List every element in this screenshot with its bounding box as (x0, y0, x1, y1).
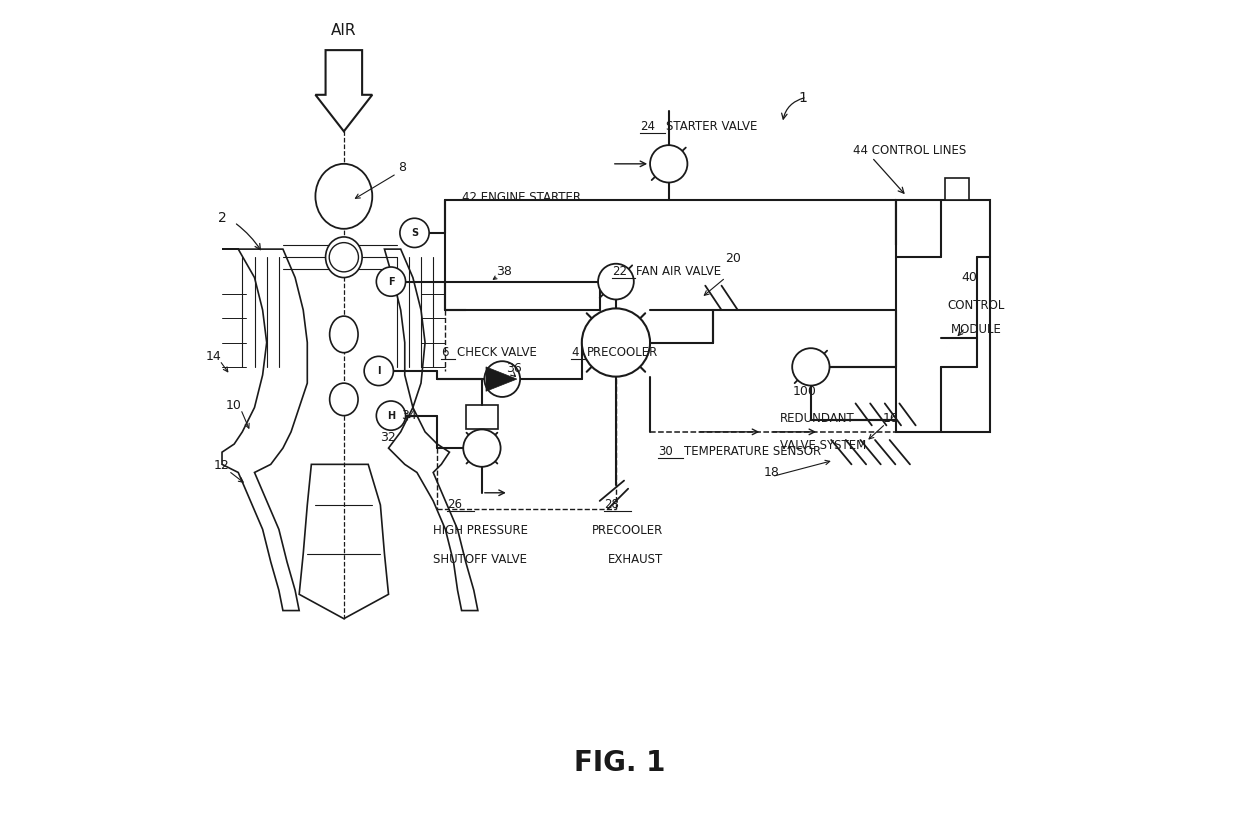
Ellipse shape (326, 237, 362, 278)
Text: 24: 24 (640, 120, 655, 133)
Circle shape (598, 264, 634, 299)
Text: CHECK VALVE: CHECK VALVE (456, 346, 537, 359)
Text: AIR: AIR (331, 23, 357, 38)
Text: 34: 34 (401, 409, 417, 422)
Circle shape (365, 356, 393, 385)
Text: FIG. 1: FIG. 1 (574, 749, 666, 777)
Text: 2: 2 (218, 211, 227, 225)
Text: H: H (387, 411, 396, 421)
Text: CONTROL: CONTROL (947, 298, 1004, 311)
Text: 30: 30 (658, 445, 673, 458)
Text: FAN AIR VALVE: FAN AIR VALVE (636, 265, 722, 278)
Bar (466, 405, 498, 430)
Circle shape (464, 430, 501, 467)
Circle shape (399, 218, 429, 248)
Circle shape (582, 308, 650, 377)
Circle shape (485, 361, 520, 397)
Text: 20: 20 (725, 253, 742, 266)
Text: 38: 38 (496, 265, 512, 278)
Text: 100: 100 (794, 385, 817, 398)
Text: 22: 22 (611, 265, 627, 278)
Text: S: S (410, 228, 418, 238)
Text: 36: 36 (506, 362, 522, 375)
Text: 12: 12 (213, 460, 229, 473)
Text: 16: 16 (883, 412, 898, 425)
Circle shape (792, 348, 830, 385)
Text: 44 CONTROL LINES: 44 CONTROL LINES (853, 144, 966, 157)
Text: 40: 40 (961, 271, 977, 284)
Text: 28: 28 (604, 499, 619, 512)
Text: 10: 10 (226, 399, 242, 412)
Text: 14: 14 (206, 350, 222, 363)
Text: 6: 6 (441, 346, 449, 359)
Text: F: F (388, 276, 394, 287)
Ellipse shape (315, 164, 372, 229)
Text: 26: 26 (446, 499, 463, 512)
Text: PRECOOLER: PRECOOLER (591, 525, 663, 537)
Text: PRECOOLER: PRECOOLER (587, 346, 658, 359)
Text: 8: 8 (398, 161, 407, 174)
Text: HIGH PRESSURE: HIGH PRESSURE (433, 525, 528, 537)
Ellipse shape (330, 383, 358, 416)
Circle shape (330, 243, 358, 272)
Circle shape (650, 145, 687, 183)
Text: 1: 1 (799, 91, 807, 105)
Text: 32: 32 (381, 431, 396, 444)
Text: 42 ENGINE STARTER: 42 ENGINE STARTER (461, 192, 580, 205)
Text: STARTER VALVE: STARTER VALVE (666, 120, 758, 133)
FancyArrow shape (315, 50, 372, 131)
Bar (897, 200, 990, 432)
Bar (945, 178, 970, 200)
Text: SHUTOFF VALVE: SHUTOFF VALVE (433, 553, 527, 566)
Text: REDUNDANT: REDUNDANT (780, 412, 854, 425)
Text: VALVE SYSTEM: VALVE SYSTEM (780, 439, 867, 452)
Text: MODULE: MODULE (951, 323, 1002, 336)
Circle shape (376, 267, 405, 296)
Text: TEMPERATURE SENSOR: TEMPERATURE SENSOR (684, 445, 821, 458)
Circle shape (376, 401, 405, 430)
Text: EXHAUST: EXHAUST (608, 553, 663, 566)
Text: 4: 4 (572, 346, 579, 359)
Polygon shape (486, 367, 517, 391)
Ellipse shape (330, 316, 358, 353)
Text: I: I (377, 366, 381, 376)
Text: 18: 18 (764, 466, 780, 479)
